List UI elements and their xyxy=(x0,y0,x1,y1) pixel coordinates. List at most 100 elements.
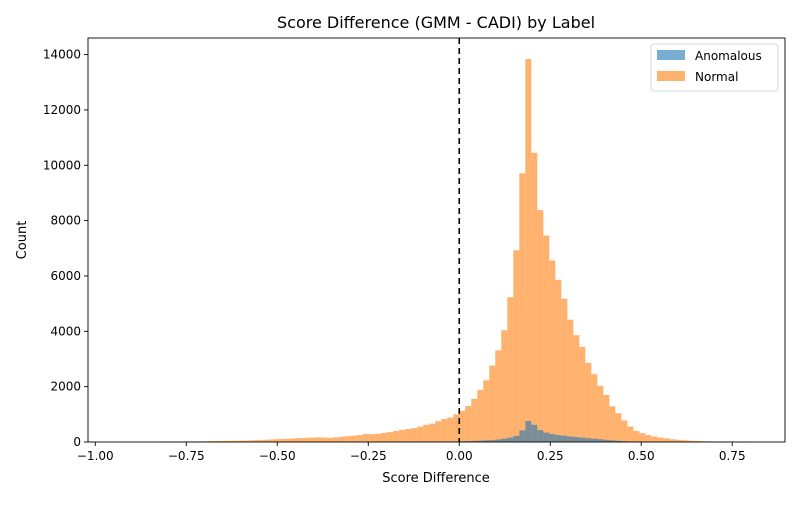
bar-normal-35 xyxy=(369,434,375,442)
bar-normal-23 xyxy=(297,438,303,442)
bar-normal-76 xyxy=(615,413,621,442)
bar-normal-41 xyxy=(405,429,411,442)
bar-normal-29 xyxy=(333,437,339,442)
bar-normal-44 xyxy=(423,425,429,442)
chart-title: Score Difference (GMM - CADI) by Label xyxy=(277,13,595,32)
bar-normal-51 xyxy=(465,406,471,442)
bar-normal-78 xyxy=(627,427,633,443)
x-tick-label-6: 0.50 xyxy=(628,449,655,463)
bar-anomalous-69 xyxy=(573,437,579,442)
bar-normal-70 xyxy=(579,347,585,442)
bar-normal-84 xyxy=(663,438,669,442)
bar-anomalous-70 xyxy=(579,438,585,442)
bar-normal-30 xyxy=(339,437,345,442)
series-normal-bars xyxy=(159,59,772,442)
bar-anomalous-71 xyxy=(585,438,591,442)
bar-anomalous-65 xyxy=(549,434,555,442)
bar-anomalous-67 xyxy=(561,436,567,442)
bar-normal-24 xyxy=(303,438,309,442)
bar-normal-48 xyxy=(447,418,453,442)
bar-anomalous-72 xyxy=(591,439,597,442)
bar-normal-72 xyxy=(591,374,597,442)
bar-normal-59 xyxy=(513,250,519,442)
bar-normal-36 xyxy=(375,434,381,442)
bar-normal-37 xyxy=(381,433,387,442)
bar-normal-49 xyxy=(453,414,459,442)
x-tick-label-0: −1.00 xyxy=(77,449,114,463)
bar-normal-73 xyxy=(597,386,603,442)
y-tick-label-1: 2000 xyxy=(50,380,81,394)
bar-anomalous-62 xyxy=(531,425,537,442)
y-tick-label-3: 6000 xyxy=(50,269,81,283)
bar-normal-54 xyxy=(483,380,489,442)
bar-normal-45 xyxy=(429,424,435,442)
x-tick-label-4: 0.00 xyxy=(446,449,473,463)
legend-swatch-normal xyxy=(657,71,685,81)
bar-normal-64 xyxy=(543,236,549,442)
bar-normal-27 xyxy=(321,438,327,442)
bar-anomalous-61 xyxy=(525,421,531,442)
bar-normal-38 xyxy=(387,432,393,442)
x-axis-label: Score Difference xyxy=(382,471,490,486)
bar-normal-26 xyxy=(315,437,321,442)
bar-normal-33 xyxy=(357,435,363,442)
x-tick-label-3: −0.25 xyxy=(350,449,387,463)
bar-normal-62 xyxy=(531,153,537,442)
bar-anomalous-64 xyxy=(543,433,549,442)
bar-normal-80 xyxy=(639,433,645,442)
bar-normal-28 xyxy=(327,438,333,442)
bar-normal-66 xyxy=(555,280,561,442)
plot-area-frame xyxy=(88,38,785,442)
bar-normal-77 xyxy=(621,420,627,442)
bar-anomalous-60 xyxy=(519,430,525,442)
legend-swatch-anomalous xyxy=(657,50,685,60)
y-tick-label-7: 14000 xyxy=(43,48,81,62)
bar-normal-53 xyxy=(477,390,483,442)
bar-normal-50 xyxy=(459,411,465,442)
legend: Anomalous Normal xyxy=(651,44,778,91)
y-tick-label-0: 0 xyxy=(73,435,81,449)
x-tick-label-1: −0.75 xyxy=(168,449,205,463)
legend-label-normal: Normal xyxy=(695,70,738,84)
bar-normal-20 xyxy=(279,439,285,442)
bar-normal-61 xyxy=(525,59,531,442)
bar-normal-55 xyxy=(489,366,495,442)
x-tick-label-5: 0.25 xyxy=(537,449,564,463)
bar-normal-21 xyxy=(285,439,291,442)
y-axis-label: Count xyxy=(15,221,30,260)
bar-normal-34 xyxy=(363,434,369,442)
bar-normal-32 xyxy=(351,436,357,442)
bar-normal-42 xyxy=(411,428,417,442)
bar-normal-43 xyxy=(417,427,423,443)
bar-normal-63 xyxy=(537,210,543,442)
bar-normal-81 xyxy=(645,435,651,442)
y-tick-label-2: 4000 xyxy=(50,324,81,338)
bar-normal-75 xyxy=(609,406,615,442)
bar-normal-58 xyxy=(507,297,513,442)
bar-normal-68 xyxy=(567,320,573,442)
bar-normal-82 xyxy=(651,436,657,442)
bar-anomalous-68 xyxy=(567,436,573,442)
bar-normal-56 xyxy=(495,350,501,442)
y-tick-label-6: 12000 xyxy=(43,103,81,117)
bar-anomalous-59 xyxy=(513,436,519,442)
bar-normal-47 xyxy=(441,419,447,442)
y-tick-label-5: 10000 xyxy=(43,158,81,172)
x-tick-label-2: −0.50 xyxy=(259,449,296,463)
bar-normal-65 xyxy=(549,260,555,442)
y-tick-label-4: 8000 xyxy=(50,214,81,228)
bar-anomalous-66 xyxy=(555,435,561,442)
legend-label-anomalous: Anomalous xyxy=(695,49,762,63)
bar-normal-71 xyxy=(585,363,591,442)
bar-normal-39 xyxy=(393,431,399,442)
bar-normal-79 xyxy=(633,431,639,442)
x-tick-label-7: 0.75 xyxy=(719,449,746,463)
bar-anomalous-58 xyxy=(507,438,513,442)
bar-normal-46 xyxy=(435,421,441,442)
bar-normal-67 xyxy=(561,299,567,442)
bar-normal-60 xyxy=(519,173,525,442)
bar-normal-40 xyxy=(399,430,405,442)
bar-anomalous-57 xyxy=(501,439,507,442)
